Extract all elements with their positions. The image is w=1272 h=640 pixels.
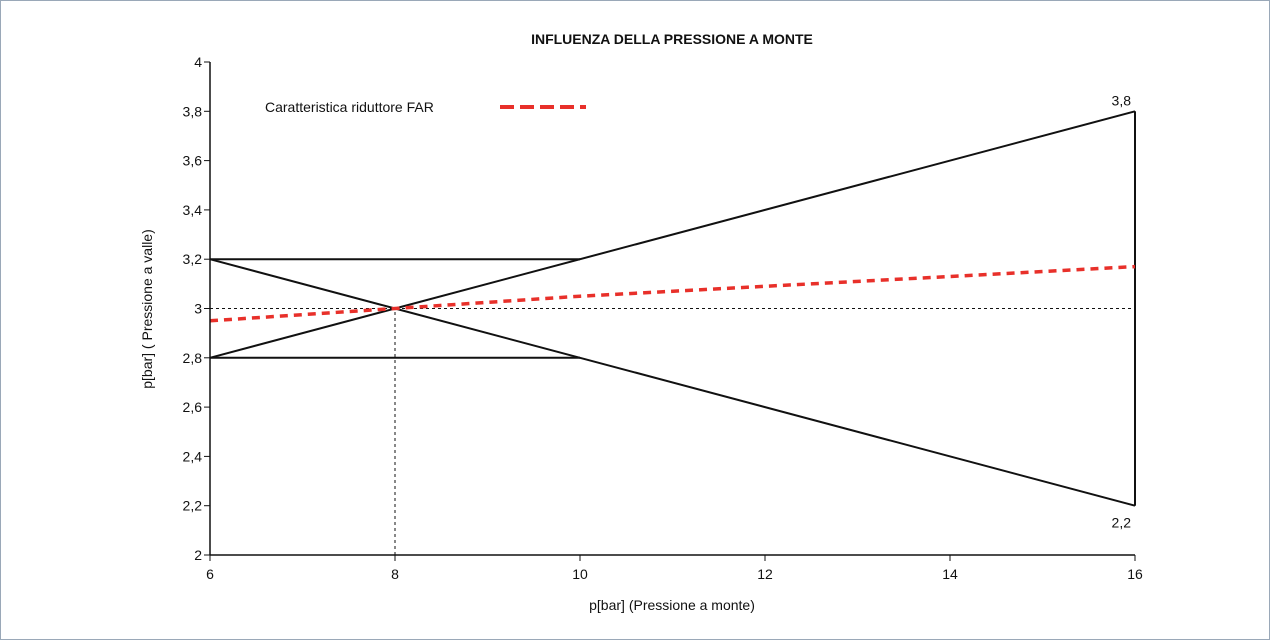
x-axis-title: p[bar] (Pressione a monte) bbox=[589, 597, 755, 613]
y-tick-label: 2 bbox=[194, 547, 202, 563]
y-tick-label: 2,2 bbox=[183, 498, 203, 514]
axes: 2 2,2 2,4 2,6 2,8 3 3,2 3,4 3,6 3,8 4 6 8 10 12 14 16 bbox=[183, 54, 1143, 582]
y-tick-label: 3,8 bbox=[183, 103, 203, 119]
series-lines bbox=[209, 264, 1136, 323]
reference-lines bbox=[210, 308, 1135, 555]
series-line-far bbox=[209, 264, 1136, 323]
x-tick-label: 6 bbox=[206, 566, 214, 582]
value-annotation: 3,8 bbox=[1112, 92, 1132, 108]
y-tick-label: 2,6 bbox=[183, 399, 203, 415]
envelope-line-0 bbox=[209, 110, 1136, 359]
y-tick-label: 3,2 bbox=[183, 251, 203, 267]
x-tick-label: 16 bbox=[1127, 566, 1143, 582]
envelope-line-1 bbox=[209, 258, 1136, 507]
x-tick-label: 12 bbox=[757, 566, 773, 582]
x-tick-label: 8 bbox=[391, 566, 399, 582]
chart-svg: INFLUENZA DELLA PRESSIONE A MONTE p[bar]… bbox=[139, 31, 1143, 613]
legend-label: Caratteristica riduttore FAR bbox=[265, 99, 434, 115]
annotations: 3,8 2,2 bbox=[1112, 92, 1132, 530]
y-axis-title: p[bar] ( Pressione a valle) bbox=[139, 229, 155, 389]
chart-title: INFLUENZA DELLA PRESSIONE A MONTE bbox=[531, 31, 813, 47]
x-tick-label: 10 bbox=[572, 566, 588, 582]
x-tick-label: 14 bbox=[942, 566, 958, 582]
y-tick-label: 3,6 bbox=[183, 153, 203, 169]
y-tick-label: 4 bbox=[194, 54, 202, 70]
y-tick-label: 3,4 bbox=[183, 202, 203, 218]
value-annotation: 2,2 bbox=[1112, 515, 1132, 531]
y-tick-label: 2,8 bbox=[183, 350, 203, 366]
legend: Caratteristica riduttore FAR bbox=[265, 99, 586, 115]
y-tick-label: 2,4 bbox=[183, 448, 203, 464]
y-tick-label: 3 bbox=[194, 301, 202, 317]
